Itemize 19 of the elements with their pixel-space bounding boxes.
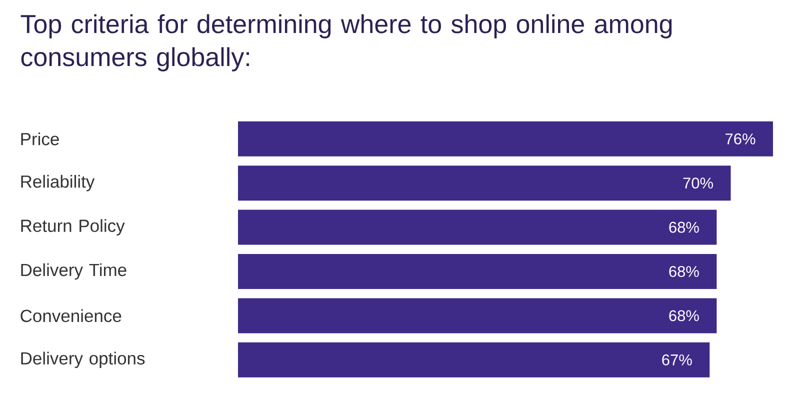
data-label: 67% [662,354,692,366]
y-tick-label: Convenience [20,309,122,322]
bar [238,166,731,201]
data-label: 70% [683,178,713,189]
bar [238,342,710,378]
bar [238,210,717,245]
data-label: 76% [726,133,756,144]
data-label: 68% [669,266,699,277]
data-label: 68% [669,222,699,233]
chart-title: Top criteria for determining where to shop online among consumers globally: [20,14,672,72]
y-tick-label: Price [21,132,59,146]
y-tick-label: Delivery options [21,352,145,368]
y-tick-label: Reliability [21,174,95,192]
y-tick-label: Return Policy [21,219,125,236]
bar [238,298,717,334]
data-label: 68% [669,310,699,322]
bar [238,121,773,156]
bar [238,254,717,289]
y-tick-label: Delivery Time [21,263,126,280]
